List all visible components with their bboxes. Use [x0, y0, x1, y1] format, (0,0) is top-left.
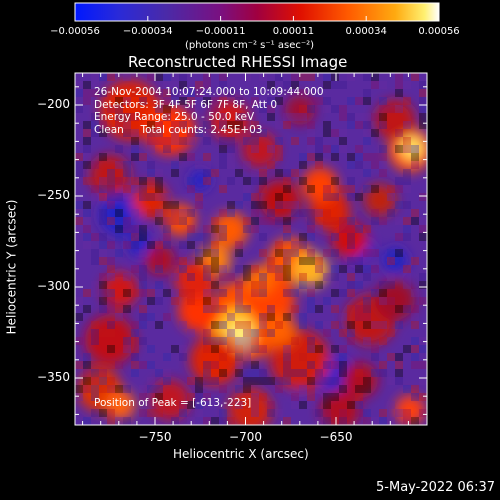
- annotation-energy-range: Energy Range: 25.0 - 50.0 keV: [94, 111, 255, 123]
- peak-position-label: Position of Peak = [-613,-223]: [94, 397, 252, 409]
- rhessi-heatmap: [75, 73, 427, 425]
- x-tick-label: −650: [319, 430, 353, 444]
- annotation-detectors: Detectors: 3F 4F 5F 6F 7F 8F, Att 0: [94, 98, 278, 111]
- y-tick-label: −200: [37, 97, 70, 111]
- plot-frame: [74, 72, 428, 426]
- colorbar-tick-label: 0.00056: [418, 26, 460, 37]
- image-annotations: 26-Nov-2004 10:07:24.000 to 10:09:44.000…: [94, 86, 324, 136]
- colorbar: [74, 2, 440, 22]
- x-tick-label: −700: [229, 430, 262, 444]
- y-tick-label: −250: [37, 188, 70, 202]
- colorbar-gradient: [74, 2, 440, 22]
- colorbar-tick-label: 0.00011: [272, 26, 315, 37]
- y-axis-label: Heliocentric Y (arcsec): [4, 199, 19, 335]
- colorbar-unit-label: (photons cm⁻² s⁻¹ asec⁻²): [185, 40, 315, 51]
- colorbar-tick-label: −0.00034: [122, 26, 173, 37]
- y-tick-label: −300: [37, 279, 70, 293]
- x-tick-label: −750: [138, 430, 172, 444]
- y-tick-label: −350: [37, 370, 70, 384]
- colorbar-tick-label: −0.00011: [195, 26, 246, 37]
- annotation-time-range: 26-Nov-2004 10:07:24.000 to 10:09:44.000: [94, 86, 324, 98]
- x-axis-label: Heliocentric X (arcsec): [173, 447, 309, 461]
- colorbar-tick-label: 0.00034: [345, 26, 387, 37]
- annotation-method-counts: Clean Total counts: 2.45E+03: [94, 123, 263, 136]
- colorbar-tick-label: −0.00056: [50, 26, 100, 37]
- footer-date: 5-May-2022 06:37: [376, 480, 495, 495]
- plot-title: Reconstructed RHESSI Image: [128, 53, 348, 71]
